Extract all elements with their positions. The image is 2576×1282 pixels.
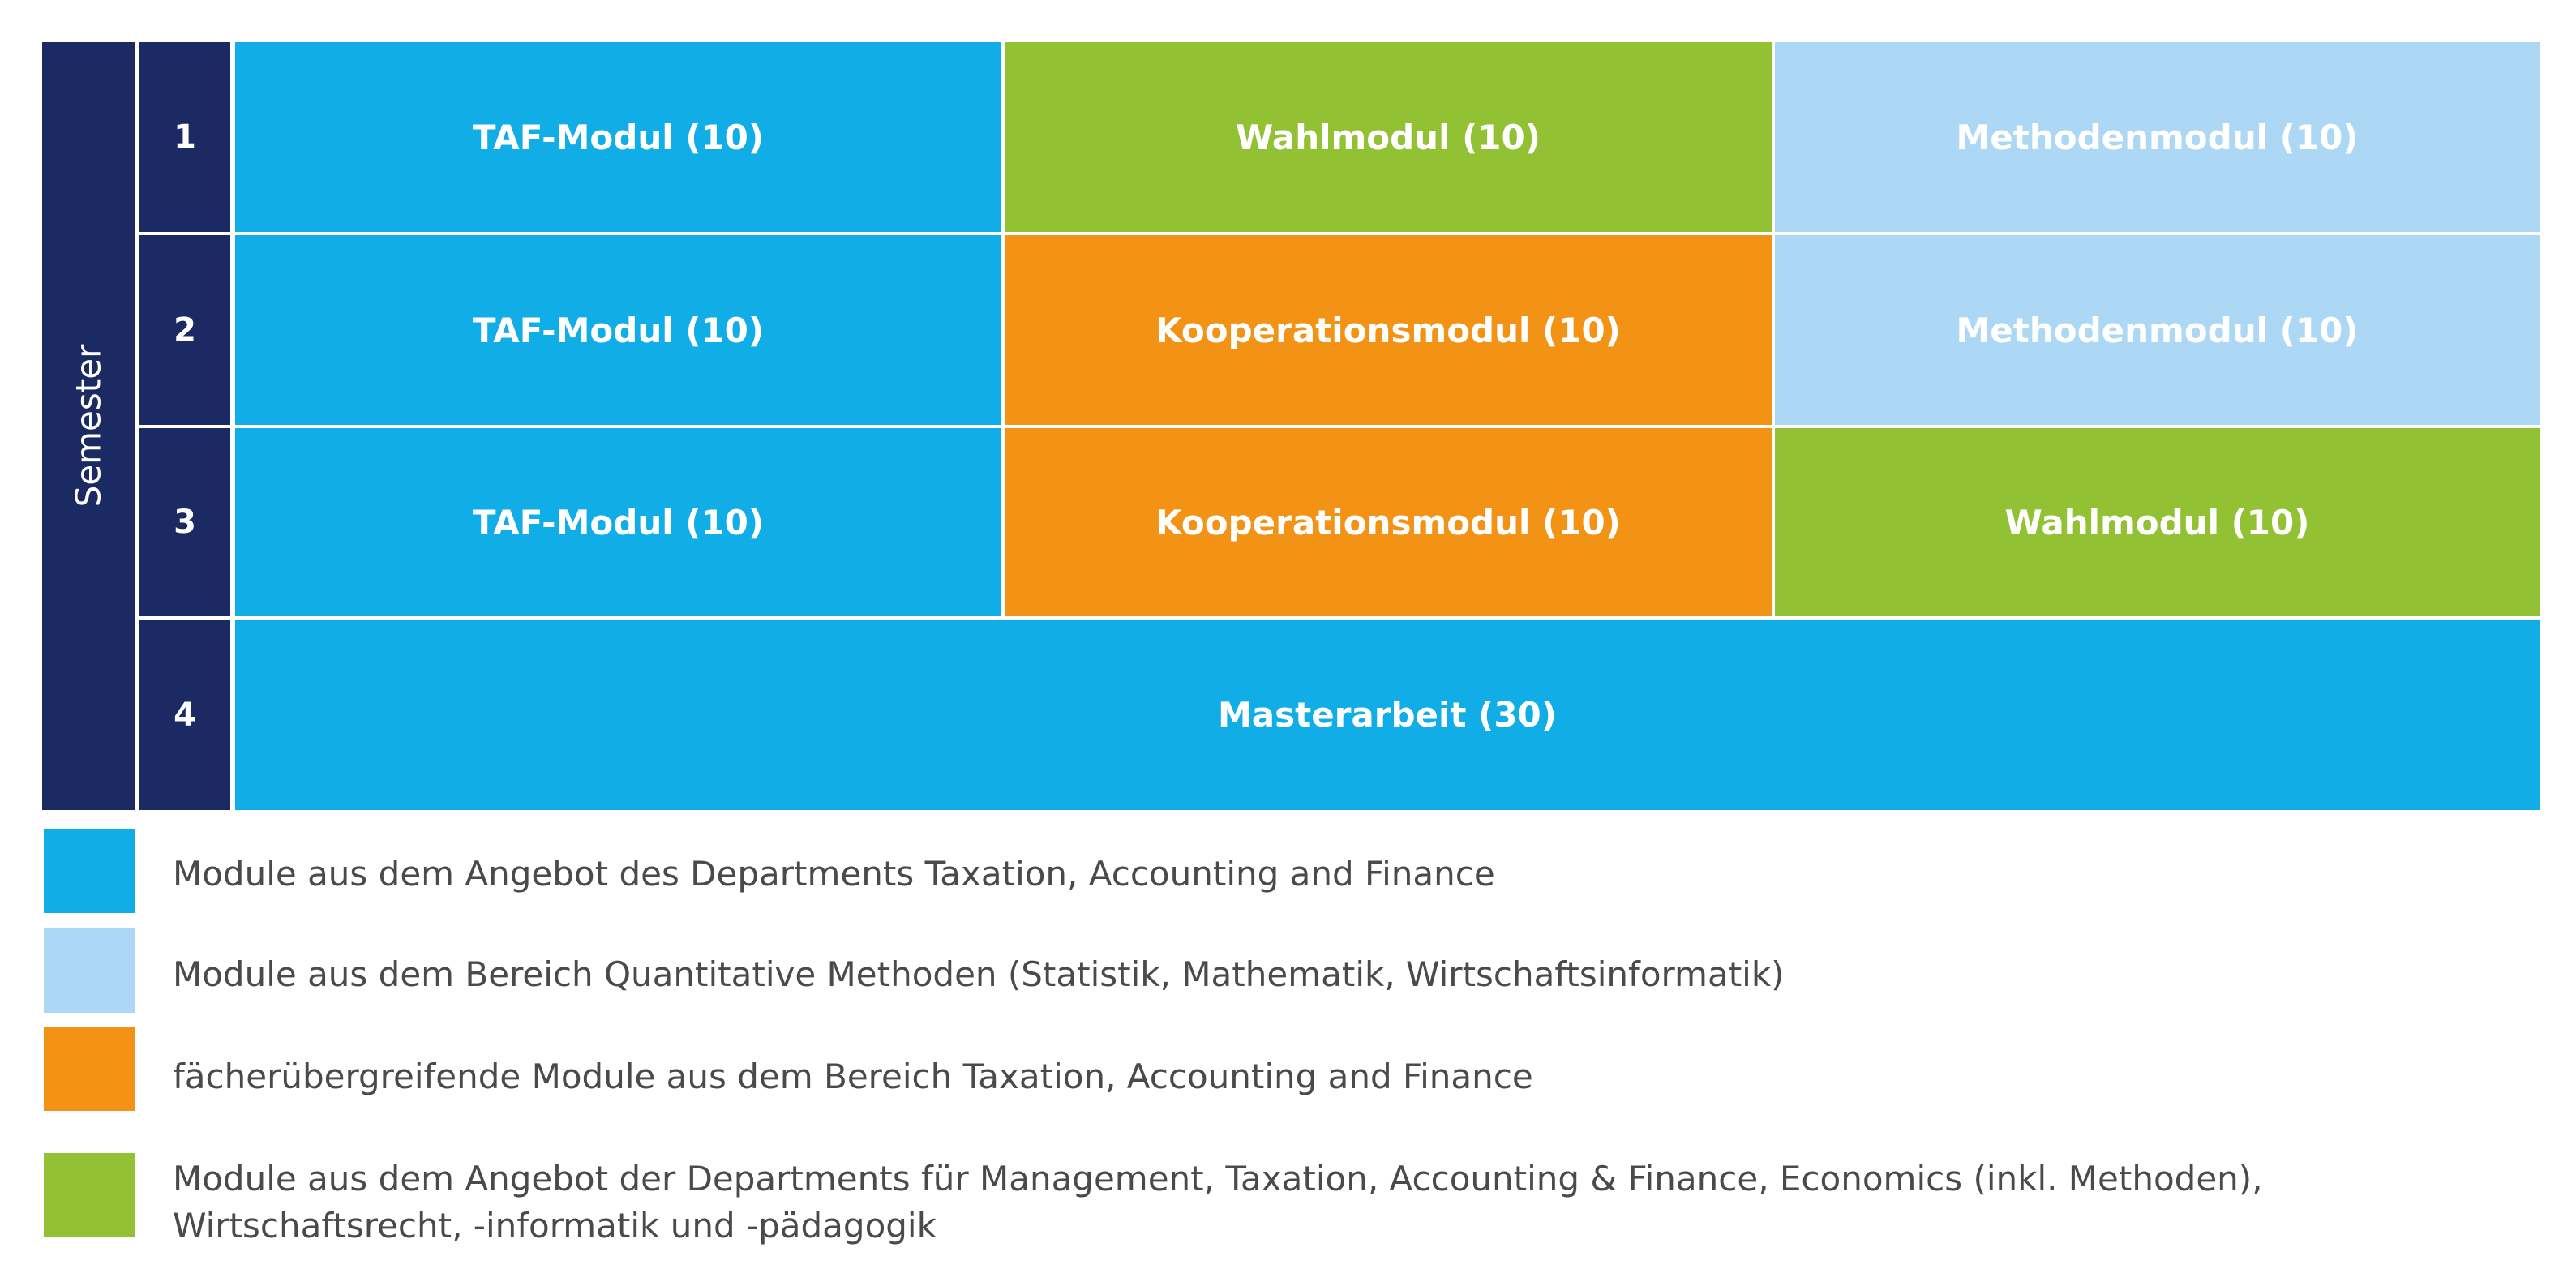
legend-text-taf: Module aus dem Angebot des Departments T… <box>173 851 1495 898</box>
module-cell-1-methoden: Methodenmodul (10) <box>1775 42 2540 232</box>
module-cell-1-wahl: Wahlmodul (10) <box>1005 42 1772 232</box>
semester-number-1: 1 <box>139 42 230 232</box>
module-cell-4-masterarbeit: Masterarbeit (30) <box>235 620 2540 810</box>
semester-axis-bar <box>42 42 135 810</box>
legend-text-methoden: Module aus dem Bereich Quantitative Meth… <box>173 951 1785 998</box>
legend-line: Module aus dem Angebot der Departments f… <box>173 1159 2263 1198</box>
legend-swatch-kooperation <box>44 1027 135 1111</box>
legend-line: Module aus dem Bereich Quantitative Meth… <box>173 954 1785 994</box>
legend-line: Module aus dem Angebot des Departments T… <box>173 854 1495 894</box>
module-cell-3-kooperation: Kooperationsmodul (10) <box>1005 428 1772 616</box>
module-cell-3-wahl: Wahlmodul (10) <box>1775 428 2540 616</box>
legend-text-wahl: Module aus dem Angebot der Departments f… <box>173 1156 2263 1250</box>
semester-number-3: 3 <box>139 428 230 616</box>
legend-swatch-methoden <box>44 928 135 1013</box>
legend-line: Wirtschaftsrecht, -informatik und -pädag… <box>173 1206 937 1246</box>
legend-swatch-taf <box>44 829 135 913</box>
semester-axis-label: Semester <box>68 344 109 508</box>
semester-number-2: 2 <box>139 235 230 425</box>
module-cell-2-kooperation: Kooperationsmodul (10) <box>1005 235 1772 425</box>
module-cell-2-methoden: Methodenmodul (10) <box>1775 235 2540 425</box>
legend-text-kooperation: fächerübergreifende Module aus dem Berei… <box>173 1053 1533 1100</box>
legend-swatch-wahl <box>44 1153 135 1237</box>
module-cell-1-taf: TAF-Modul (10) <box>235 42 1001 232</box>
module-cell-3-taf: TAF-Modul (10) <box>235 428 1001 616</box>
module-cell-2-taf: TAF-Modul (10) <box>235 235 1001 425</box>
legend-line: fächerübergreifende Module aus dem Berei… <box>173 1057 1533 1096</box>
semester-number-4: 4 <box>139 620 230 810</box>
